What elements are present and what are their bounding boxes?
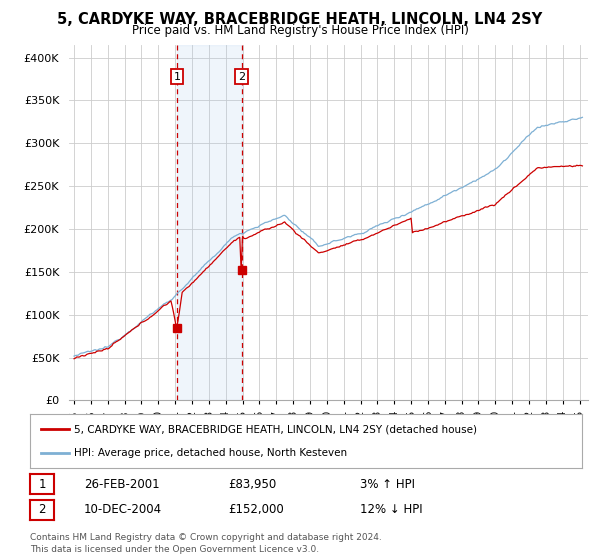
Text: Price paid vs. HM Land Registry's House Price Index (HPI): Price paid vs. HM Land Registry's House …	[131, 24, 469, 37]
Text: 5, CARDYKE WAY, BRACEBRIDGE HEATH, LINCOLN, LN4 2SY (detached house): 5, CARDYKE WAY, BRACEBRIDGE HEATH, LINCO…	[74, 424, 477, 435]
Text: Contains HM Land Registry data © Crown copyright and database right 2024.: Contains HM Land Registry data © Crown c…	[30, 533, 382, 542]
Text: 2: 2	[238, 72, 245, 82]
Text: This data is licensed under the Open Government Licence v3.0.: This data is licensed under the Open Gov…	[30, 545, 319, 554]
Bar	[177, 45, 242, 400]
Text: 10-DEC-2004: 10-DEC-2004	[84, 503, 162, 516]
Text: 2: 2	[38, 503, 46, 516]
Text: 1: 1	[173, 72, 181, 82]
Text: £83,950: £83,950	[228, 478, 276, 491]
Text: 5, CARDYKE WAY, BRACEBRIDGE HEATH, LINCOLN, LN4 2SY: 5, CARDYKE WAY, BRACEBRIDGE HEATH, LINCO…	[58, 12, 542, 27]
Text: 12% ↓ HPI: 12% ↓ HPI	[360, 503, 422, 516]
Text: 3% ↑ HPI: 3% ↑ HPI	[360, 478, 415, 491]
Text: 26-FEB-2001: 26-FEB-2001	[84, 478, 160, 491]
Text: HPI: Average price, detached house, North Kesteven: HPI: Average price, detached house, Nort…	[74, 447, 347, 458]
Text: 1: 1	[38, 478, 46, 491]
Text: £152,000: £152,000	[228, 503, 284, 516]
